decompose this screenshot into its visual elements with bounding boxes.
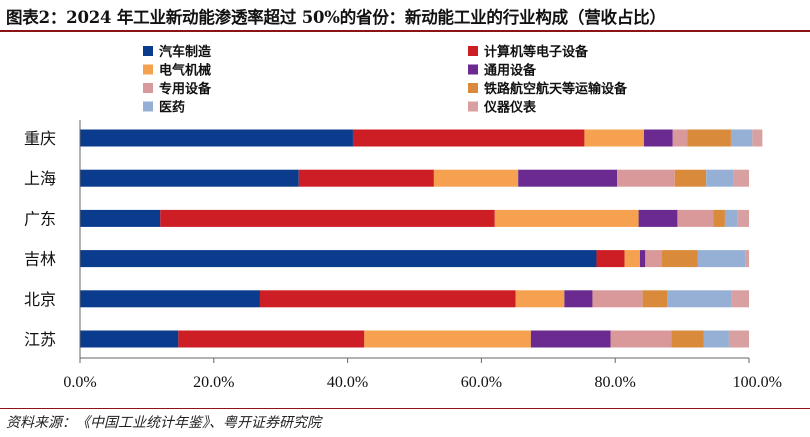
bar-segment (80, 250, 597, 268)
bar-segment (745, 250, 749, 268)
bar-segment (518, 169, 618, 187)
bar-segment (697, 250, 746, 268)
bar-segment (178, 330, 365, 348)
category-label: 吉林 (24, 250, 56, 269)
legend-swatch (143, 101, 153, 112)
bar-segment (645, 250, 663, 268)
x-tick-label: 0.0% (63, 374, 96, 391)
bar-segment (677, 209, 714, 227)
bar-segment (617, 169, 675, 187)
bar-segment (352, 129, 585, 147)
legend-label: 计算机等电子设备 (484, 44, 589, 60)
bar-segment (731, 290, 749, 308)
bar-segment (667, 290, 732, 308)
legend-label: 医药 (159, 100, 185, 116)
bar-segment (80, 129, 353, 147)
bar-segment (624, 250, 640, 268)
title-divider (0, 30, 810, 32)
bar-segment (674, 169, 707, 187)
legend-swatch (143, 83, 153, 93)
bar-segment (298, 169, 434, 187)
bar-segment (584, 129, 644, 147)
bar-segment (737, 209, 749, 227)
bar-segment (433, 169, 519, 187)
bar-segment (80, 330, 179, 348)
bar-segment (706, 169, 734, 187)
bar-segment (713, 209, 725, 227)
x-axis: 0.0% 20.0% 40.0% 60.0% 80.0% 100.0% (63, 120, 782, 391)
legend-label: 电气机械 (159, 63, 211, 79)
legend-swatch (143, 64, 153, 75)
bar-segment (564, 290, 593, 308)
bar-segment (703, 330, 729, 348)
bar-segment (530, 330, 611, 348)
bars (80, 129, 763, 348)
x-tick-label: 20.0% (193, 374, 234, 391)
bar-segment (364, 330, 531, 348)
bar-segment (80, 169, 299, 187)
legend-swatch (468, 46, 478, 56)
legend-swatch (143, 46, 153, 56)
bar-segment (259, 290, 516, 308)
bar-segment (80, 209, 161, 227)
bar-segment (730, 129, 753, 147)
category-label: 北京 (24, 290, 56, 309)
bar-segment (610, 330, 672, 348)
bar-segment (672, 129, 688, 147)
legend-label: 汽车制造 (159, 44, 212, 60)
category-label: 广东 (24, 209, 56, 228)
bar-segment (639, 250, 646, 268)
bar-segment (494, 209, 639, 227)
source-note: 资料来源：《中国工业统计年鉴》、粤开证券研究院 (6, 415, 321, 431)
legend-label: 通用设备 (484, 63, 537, 79)
category-label: 重庆 (24, 129, 56, 148)
bar-segment (733, 169, 749, 187)
bar-segment (638, 209, 678, 227)
bar-segment (671, 330, 704, 348)
bar-segment (643, 129, 673, 147)
category-label: 江苏 (24, 330, 56, 349)
bar-segment (752, 129, 763, 147)
x-tick-label: 40.0% (327, 374, 368, 391)
chart-title: 图表2：2024 年工业新动能渗透率超过 50%的省份：新动能工业的行业构成（营… (6, 8, 666, 27)
legend-label: 仪器仪表 (483, 100, 537, 116)
bar-segment (592, 290, 643, 308)
legend-label: 专用设备 (159, 81, 212, 97)
bar-segment (642, 290, 668, 308)
bar-segment (596, 250, 625, 268)
bar-segment (728, 330, 749, 348)
legend-swatch (468, 83, 478, 93)
bar-segment (515, 290, 565, 308)
footer-divider (0, 408, 810, 409)
bar-segment (160, 209, 495, 227)
legend-label: 铁路航空航天等运输设备 (483, 81, 628, 97)
bar-segment (724, 209, 738, 227)
x-tick-label: 80.0% (595, 374, 636, 391)
bar-segment (80, 290, 260, 308)
bar-segment (662, 250, 698, 268)
category-label: 上海 (24, 169, 56, 188)
x-tick-label: 60.0% (461, 374, 502, 391)
legend-swatch (468, 101, 478, 112)
bar-segment (687, 129, 731, 147)
legend-swatch (468, 64, 478, 75)
x-tick-label: 100.0% (733, 374, 782, 391)
